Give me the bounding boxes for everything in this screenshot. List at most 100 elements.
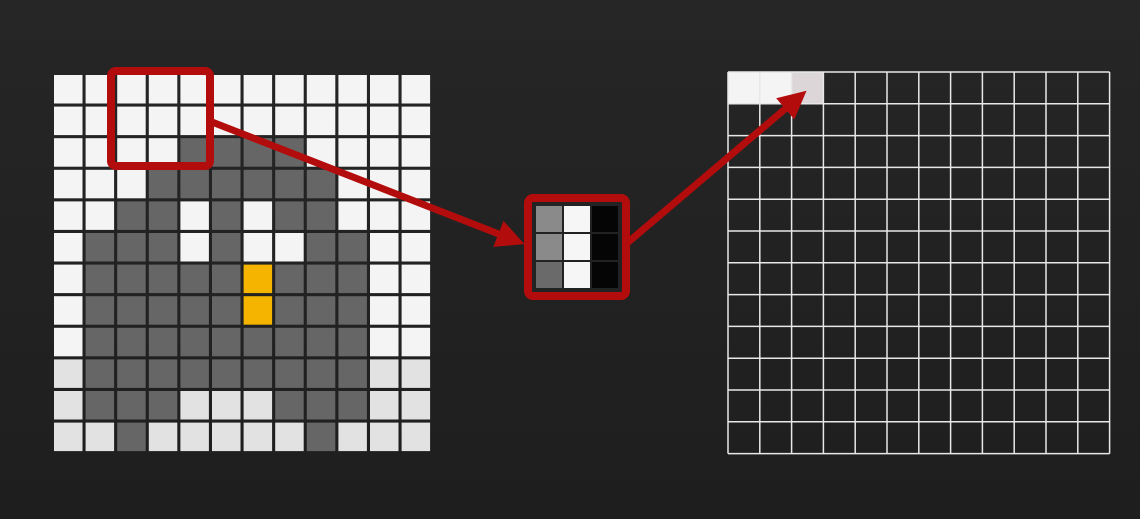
pixel: [85, 359, 115, 388]
pixel: [85, 233, 115, 262]
pixel: [338, 391, 367, 420]
pixel: [148, 169, 178, 199]
pixel: [306, 422, 336, 452]
pixel: [212, 296, 241, 325]
pixel: [306, 169, 336, 199]
pixel: [180, 201, 209, 230]
pixel: [306, 296, 336, 325]
pixel: [338, 296, 367, 325]
pixel: [212, 264, 241, 294]
pixel: [370, 422, 399, 452]
pixel: [148, 75, 178, 104]
pixel: [212, 422, 241, 452]
pixel: [212, 359, 241, 388]
pixel: [180, 138, 209, 167]
pixel: [338, 75, 367, 104]
pixel: [180, 359, 209, 388]
kernel-cell: [564, 262, 590, 288]
kernel-cell: [536, 262, 562, 288]
input-image: [54, 75, 431, 452]
pixel: [370, 391, 399, 420]
receptive-field-box: [107, 67, 214, 170]
pixel: [275, 233, 304, 262]
pixel: [243, 359, 273, 388]
pixel: [338, 264, 367, 294]
pixel: [54, 391, 83, 420]
pixel: [243, 201, 273, 230]
kernel-cell: [564, 234, 590, 260]
pixel: [148, 106, 178, 136]
pixel: [275, 75, 304, 104]
arrow: [210, 118, 525, 247]
pixel: [148, 264, 178, 294]
pixel: [275, 422, 304, 452]
pixel: [370, 106, 399, 136]
pixel: [54, 138, 83, 167]
kernel-cell: [564, 206, 590, 232]
pixel: [148, 327, 178, 357]
pixel: [148, 201, 178, 230]
pixel: [401, 169, 431, 199]
pixel: [370, 296, 399, 325]
pixel: [370, 233, 399, 262]
pixel: [212, 327, 241, 357]
pixel: [117, 391, 146, 420]
pixel: [401, 359, 431, 388]
pixel: [54, 264, 83, 294]
pixel: [401, 422, 431, 452]
pixel: [243, 264, 273, 294]
pixel: [243, 327, 273, 357]
pixel: [85, 422, 115, 452]
pixel: [54, 296, 83, 325]
pixel: [243, 422, 273, 452]
pixel: [54, 233, 83, 262]
pixel: [54, 75, 83, 104]
pixel: [148, 391, 178, 420]
pixel: [275, 296, 304, 325]
pixel: [401, 233, 431, 262]
pixel: [180, 233, 209, 262]
pixel: [401, 106, 431, 136]
pixel: [54, 422, 83, 452]
pixel: [117, 296, 146, 325]
pixel: [306, 233, 336, 262]
arrow: [623, 90, 807, 247]
kernel-cell: [592, 234, 618, 260]
pixel: [180, 169, 209, 199]
pixel: [275, 391, 304, 420]
pixel: [401, 75, 431, 104]
pixel: [401, 138, 431, 167]
pixel: [148, 138, 178, 167]
pixel: [212, 233, 241, 262]
kernel-cell: [536, 206, 562, 232]
pixel: [117, 233, 146, 262]
pixel: [54, 169, 83, 199]
pixel: [338, 327, 367, 357]
pixel: [401, 296, 431, 325]
pixel: [401, 391, 431, 420]
pixel: [117, 359, 146, 388]
pixel: [243, 75, 273, 104]
pixel: [275, 359, 304, 388]
pixel: [338, 106, 367, 136]
pixel: [54, 201, 83, 230]
pixel: [306, 106, 336, 136]
kernel-cell: [592, 206, 618, 232]
pixel: [212, 169, 241, 199]
pixel: [370, 359, 399, 388]
pixel: [275, 169, 304, 199]
pixel: [117, 327, 146, 357]
pixel: [212, 391, 241, 420]
pixel: [148, 296, 178, 325]
pixel: [338, 201, 367, 230]
pixel: [180, 327, 209, 357]
pixel: [180, 106, 209, 136]
pixel: [117, 422, 146, 452]
pixel: [85, 264, 115, 294]
pixel: [370, 201, 399, 230]
pixel: [212, 201, 241, 230]
pixel: [54, 359, 83, 388]
pixel: [85, 169, 115, 199]
pixel: [54, 327, 83, 357]
